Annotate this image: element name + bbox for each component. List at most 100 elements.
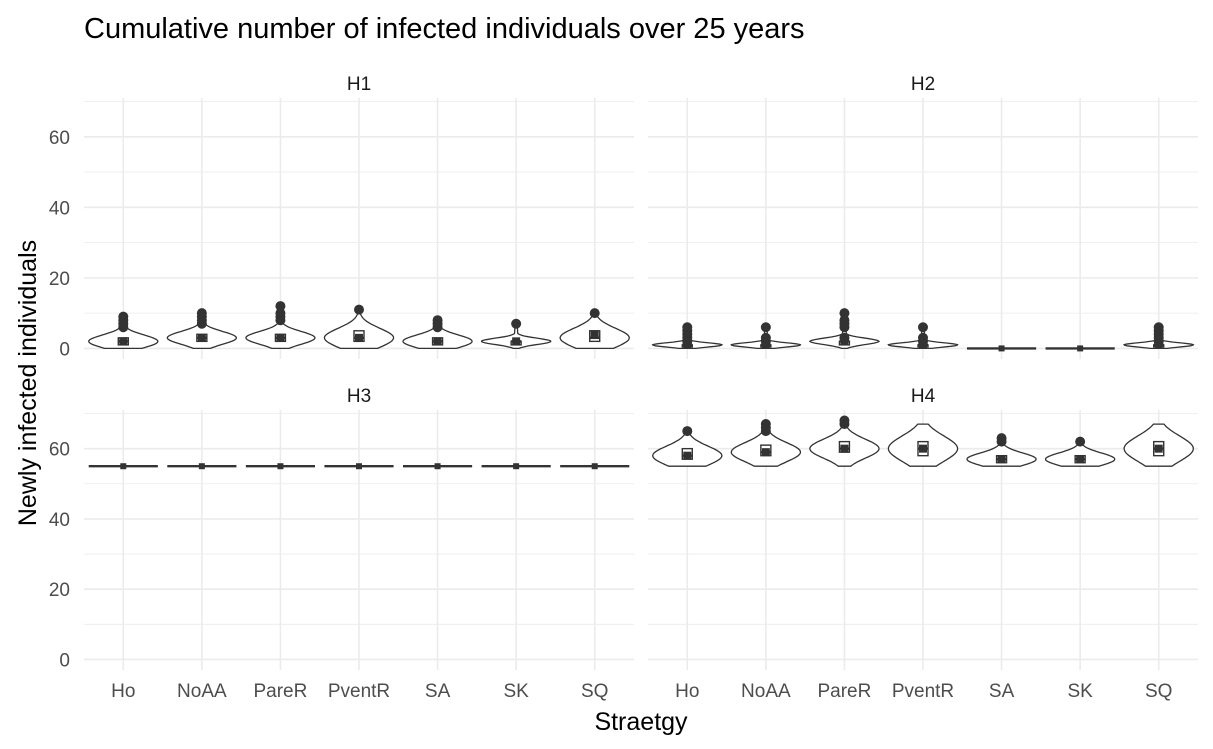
panel-h4: H4 Ho NoAA PareR PventR SA SK SQ [648, 386, 1198, 702]
outlier-point [839, 308, 850, 319]
panel-label: H4 [911, 386, 936, 407]
mean-marker [197, 333, 206, 342]
x-tick-label: PareR [253, 681, 307, 702]
y-tick-label: 40 [49, 198, 70, 219]
outlier-point [196, 308, 207, 319]
mean-marker [120, 463, 127, 470]
violin-group-pventr [323, 304, 395, 350]
outlier-point [682, 426, 693, 437]
violin-group-sk [481, 463, 551, 470]
outlier-point [511, 318, 522, 329]
x-tick-label: NoAA [177, 681, 227, 702]
violin-group-pventr [887, 322, 959, 350]
outlier-point [839, 315, 850, 326]
outlier-point [589, 308, 600, 319]
violin-group-noaa [167, 463, 237, 470]
mean-marker [513, 463, 520, 470]
mean-marker [997, 455, 1006, 464]
y-tick-label: 40 [49, 510, 70, 531]
y-tick-label: 0 [59, 650, 70, 671]
mean-marker [683, 451, 692, 460]
y-tick-label: 20 [49, 580, 70, 601]
violin-group-sk [480, 318, 552, 350]
x-tick-label: SK [503, 681, 529, 702]
mean-marker [1076, 455, 1085, 464]
panels: H1 0 20 40 60 H2 H3 0 20 40 60 Ho NoAA PareR PventR SA S… [49, 74, 1198, 702]
mean-marker [198, 463, 205, 470]
y-axis-title: Newly infected individuals [14, 240, 42, 526]
panel-h2: H2 [648, 74, 1198, 359]
mean-marker [434, 463, 441, 470]
x-tick-label: SK [1067, 681, 1093, 702]
panel-label: H1 [347, 74, 371, 95]
x-tick-label: SQ [581, 681, 608, 702]
violin-group-noaa [166, 308, 238, 350]
mean-marker [277, 463, 284, 470]
outlier-point [118, 311, 129, 322]
violin-group-ho [88, 311, 159, 350]
violin-group-parer [245, 301, 316, 350]
y-tick-label: 60 [49, 128, 70, 149]
outlier-point [682, 322, 693, 333]
violin-group-sk [1044, 436, 1116, 467]
outlier-point [1153, 322, 1164, 333]
mean-marker [1154, 444, 1163, 453]
violin-group-parer [809, 415, 880, 467]
outlier-point [918, 332, 928, 343]
violin-group-ho [651, 322, 724, 350]
violin-group-sa [403, 463, 473, 470]
panel-label: H2 [911, 74, 935, 95]
violin-group-sq [559, 308, 630, 350]
violin-group-ho [652, 426, 723, 467]
mean-marker [119, 337, 128, 346]
outlier-point [760, 332, 771, 343]
x-tick-label: PareR [817, 681, 871, 702]
outlier-point [275, 301, 286, 312]
violin-group-parer [245, 463, 315, 470]
violin-group-pventr [887, 423, 959, 467]
mean-marker [761, 448, 770, 457]
outlier-point [354, 304, 364, 315]
violin [323, 308, 395, 350]
outlier-point [996, 433, 1007, 444]
x-tick-label: PventR [328, 681, 390, 702]
violin-group-sa [402, 315, 473, 350]
chart-title: Cumulative number of infected individual… [84, 13, 805, 45]
x-tick-label: Ho [675, 681, 699, 702]
mean-marker [919, 444, 927, 453]
x-tick-label: NoAA [741, 681, 791, 702]
violin-group-sk [1045, 345, 1115, 352]
outlier-point [760, 419, 771, 430]
mean-marker [355, 333, 363, 342]
x-tick-label: SQ [1145, 681, 1172, 702]
mean-marker [512, 337, 521, 346]
mean-marker [998, 345, 1005, 352]
x-tick-label: PventR [892, 681, 954, 702]
mean-marker [590, 330, 599, 339]
outlier-point [760, 322, 771, 333]
violin-group-ho [88, 463, 158, 470]
violin-group-parer [808, 308, 881, 350]
mean-marker [276, 333, 285, 342]
mean-marker [591, 463, 598, 470]
violin-group-noaa [730, 322, 802, 350]
outlier-point [1075, 436, 1086, 447]
outlier-point [432, 315, 443, 326]
outlier-point [839, 415, 850, 426]
violin-group-sq [1123, 423, 1194, 467]
panel-label: H3 [347, 386, 371, 407]
y-tick-label: 60 [49, 440, 70, 461]
panel-h1: H1 0 20 40 60 [49, 74, 634, 360]
x-tick-label: SA [989, 681, 1015, 702]
x-tick-label: SA [425, 681, 451, 702]
violin-group-pventr [324, 463, 394, 470]
outlier-point [275, 308, 286, 319]
mean-marker [840, 444, 849, 453]
y-tick-label: 20 [49, 269, 70, 290]
outlier-point [918, 322, 928, 333]
y-tick-label: 0 [59, 339, 70, 360]
x-tick-label: Ho [111, 681, 135, 702]
outlier-point [839, 332, 850, 343]
x-axis-title: Straetgy [594, 708, 688, 736]
